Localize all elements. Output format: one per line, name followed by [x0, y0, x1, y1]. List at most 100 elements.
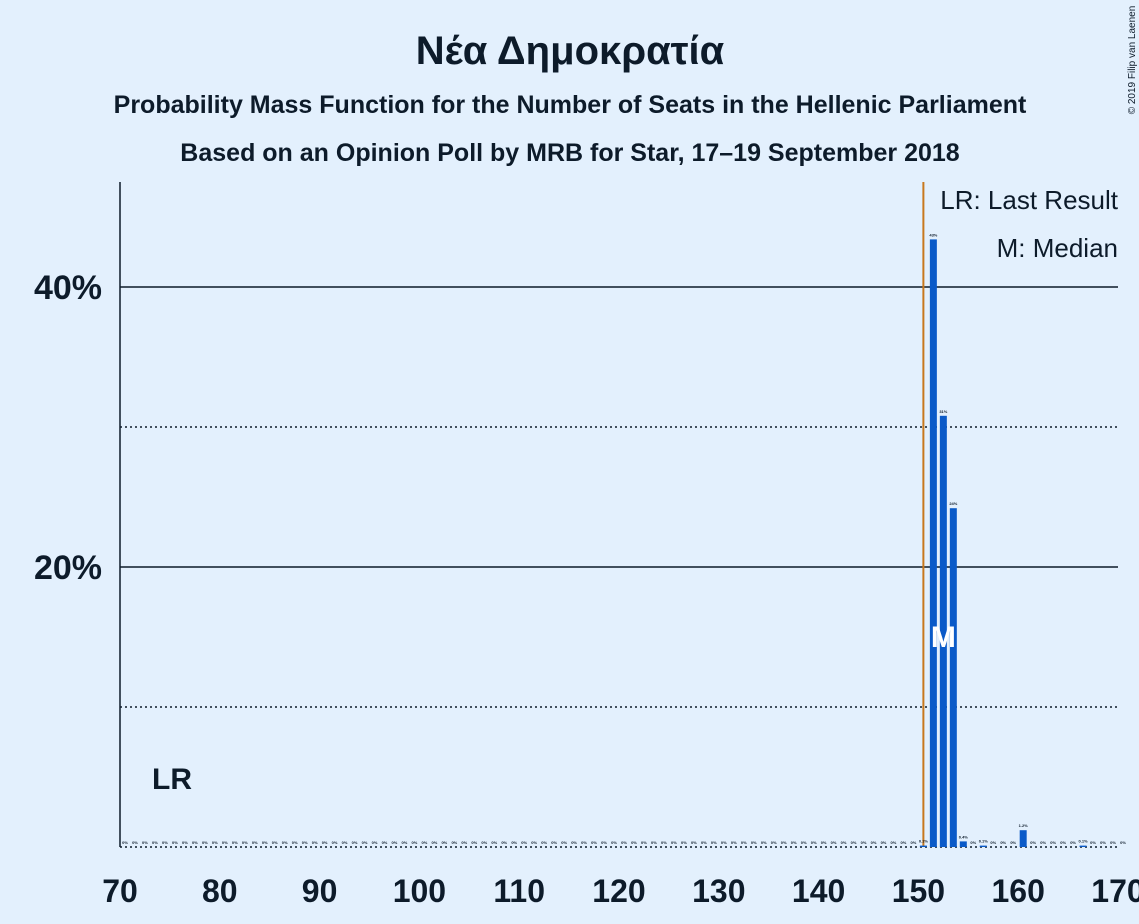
value-label: 0%	[312, 840, 318, 845]
y-tick-label: 20%	[34, 549, 102, 587]
x-tick-label: 130	[692, 873, 745, 909]
value-label: 0%	[302, 840, 308, 845]
value-label: 0%	[531, 840, 537, 845]
value-label: 0%	[821, 840, 827, 845]
value-label: 0%	[701, 840, 707, 845]
value-label: 0%	[1120, 840, 1126, 845]
value-label: 0%	[491, 840, 497, 845]
bar	[1019, 830, 1027, 847]
value-label: 0%	[721, 840, 727, 845]
value-label: 0%	[412, 840, 418, 845]
value-label: 0%	[771, 840, 777, 845]
value-label: 0%	[402, 840, 408, 845]
value-label: 0.1%	[919, 839, 929, 844]
value-label: 0%	[541, 840, 547, 845]
value-label: 0%	[392, 840, 398, 845]
value-label: 0%	[232, 840, 238, 845]
value-label: 0%	[781, 840, 787, 845]
value-label: 0%	[671, 840, 677, 845]
value-label: 0%	[322, 840, 328, 845]
value-label: 0%	[911, 840, 917, 845]
value-label: 0%	[611, 840, 617, 845]
value-label: 0%	[970, 840, 976, 845]
bar	[1079, 845, 1087, 847]
x-tick-label: 150	[892, 873, 945, 909]
copyright: © 2019 Filip van Laenen	[1127, 6, 1138, 115]
value-label: 0%	[122, 840, 128, 845]
value-label: 0%	[591, 840, 597, 845]
x-tick-label: 90	[302, 873, 338, 909]
value-label: 0%	[222, 840, 228, 845]
chart-subtitle: Based on an Opinion Poll by MRB for Star…	[180, 139, 959, 167]
value-label: 0%	[851, 840, 857, 845]
value-label: 0%	[451, 840, 457, 845]
value-label: 0%	[881, 840, 887, 845]
bar	[919, 845, 927, 847]
bar	[949, 508, 957, 847]
value-label: 0%	[1110, 840, 1116, 845]
value-label: 0%	[601, 840, 607, 845]
bar	[979, 845, 987, 847]
legend-entry: LR: Last Result	[940, 185, 1119, 215]
value-label: 0%	[132, 840, 138, 845]
value-label: 0%	[831, 840, 837, 845]
value-label: 0%	[431, 840, 437, 845]
value-label: 0%	[1050, 840, 1056, 845]
value-label: 0%	[342, 840, 348, 845]
value-label: 0%	[481, 840, 487, 845]
value-label: 0%	[352, 840, 358, 845]
x-tick-label: 140	[792, 873, 845, 909]
value-label: 0.1%	[1079, 839, 1089, 844]
value-label: 0%	[621, 840, 627, 845]
value-label: 0%	[212, 840, 218, 845]
value-label: 0%	[282, 840, 288, 845]
value-label: 0%	[891, 840, 897, 845]
value-label: 0%	[1100, 840, 1106, 845]
y-tick-label: 40%	[34, 269, 102, 307]
x-tick-label: 170	[1091, 873, 1139, 909]
x-tick-label: 110	[493, 873, 545, 909]
value-label: 0%	[372, 840, 378, 845]
x-tick-label: 120	[592, 873, 645, 909]
bar	[959, 841, 967, 847]
bar	[939, 415, 947, 847]
value-label: 0%	[362, 840, 368, 845]
median-label: M	[931, 621, 956, 654]
value-label: 24%	[949, 501, 957, 506]
chart-title: Νέα Δημοκρατία	[416, 29, 725, 73]
value-label: 0%	[182, 840, 188, 845]
value-label: 0%	[521, 840, 527, 845]
value-label: 0%	[681, 840, 687, 845]
value-label: 0%	[631, 840, 637, 845]
value-label: 0%	[581, 840, 587, 845]
value-label: 0%	[421, 840, 427, 845]
value-label: 0%	[661, 840, 667, 845]
x-tick-label: 100	[393, 873, 446, 909]
value-label: 0%	[202, 840, 208, 845]
value-label: 0%	[741, 840, 747, 845]
chart-subtitle: Probability Mass Function for the Number…	[114, 91, 1027, 119]
value-label: 0%	[711, 840, 717, 845]
legend-entry: M: Median	[997, 233, 1118, 263]
value-label: 0%	[761, 840, 767, 845]
value-label: 0.1%	[979, 839, 989, 844]
value-label: 0%	[1000, 840, 1006, 845]
value-label: 0%	[651, 840, 657, 845]
last-result-label: LR	[152, 763, 192, 796]
value-label: 0%	[641, 840, 647, 845]
value-label: 0%	[461, 840, 467, 845]
value-label: 0%	[801, 840, 807, 845]
value-label: 0%	[332, 840, 338, 845]
value-label: 0%	[252, 840, 258, 845]
value-label: 0%	[172, 840, 178, 845]
value-label: 0%	[1090, 840, 1096, 845]
value-label: 0%	[841, 840, 847, 845]
value-label: 0%	[731, 840, 737, 845]
value-label: 0%	[1060, 840, 1066, 845]
value-label: 0%	[192, 840, 198, 845]
x-tick-label: 70	[102, 873, 138, 909]
bar	[929, 239, 937, 847]
value-label: 0%	[262, 840, 268, 845]
value-label: 0%	[791, 840, 797, 845]
